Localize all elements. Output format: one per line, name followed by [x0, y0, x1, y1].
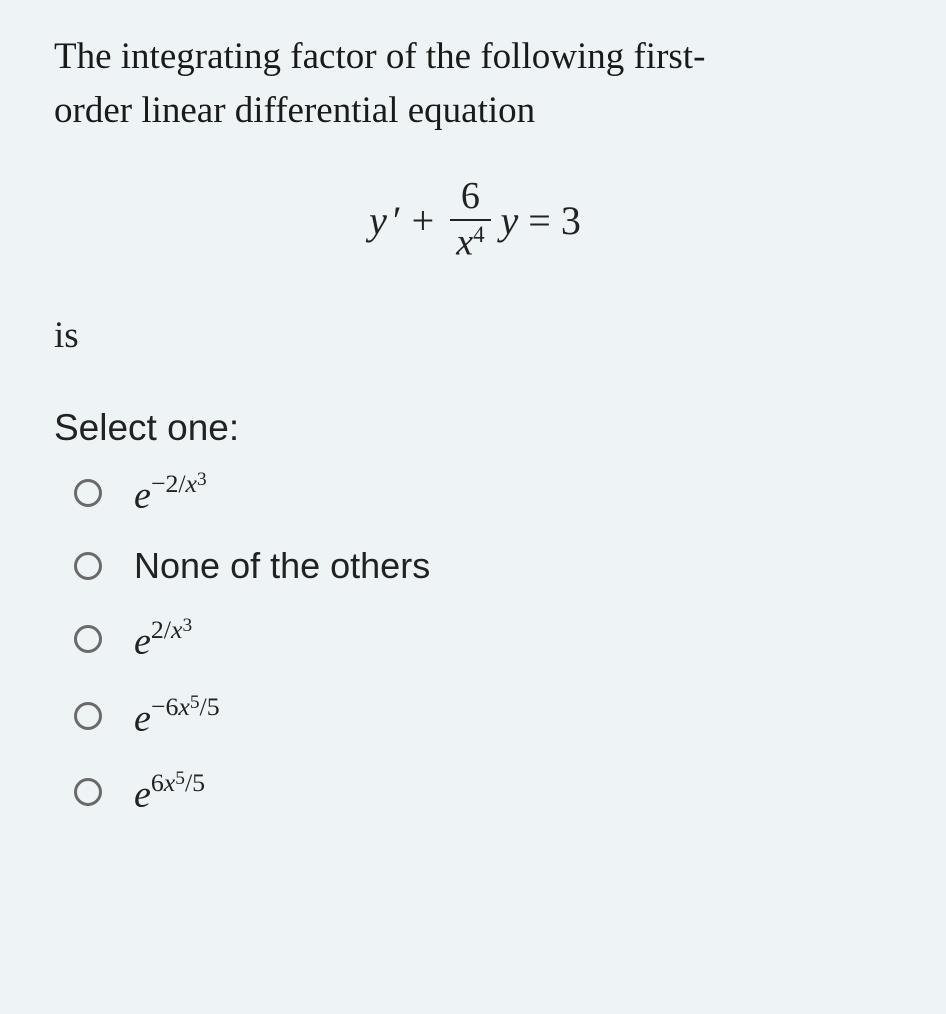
- radio-2[interactable]: [74, 552, 102, 580]
- option-5[interactable]: e6x5/5: [74, 768, 906, 817]
- stem-line-2: order linear differential equation: [54, 90, 535, 131]
- eq-frac-num: 6: [455, 177, 486, 219]
- eq-frac-den: x4: [450, 221, 490, 263]
- option-5-label: e6x5/5: [134, 768, 205, 817]
- option-1-label: e−2/x3: [134, 469, 207, 518]
- option-2-label: None of the others: [134, 545, 430, 587]
- option-4[interactable]: e−6x5/5: [74, 692, 906, 741]
- eq-fraction: 6 x4: [450, 177, 490, 263]
- radio-3[interactable]: [74, 625, 102, 653]
- radio-4[interactable]: [74, 702, 102, 730]
- is-text: is: [54, 314, 906, 357]
- eq-equals: =: [528, 197, 551, 244]
- eq-y: y: [369, 197, 387, 244]
- option-2[interactable]: None of the others: [74, 545, 906, 587]
- eq-plus: +: [412, 197, 435, 244]
- eq-y2: y: [501, 197, 519, 244]
- question-stem: The integrating factor of the following …: [54, 30, 906, 137]
- question-page: The integrating factor of the following …: [0, 0, 946, 1014]
- stem-line-1: The integrating factor of the following …: [54, 36, 705, 77]
- select-one-label: Select one:: [54, 407, 906, 449]
- option-3[interactable]: e2/x3: [74, 615, 906, 664]
- equation: y′ + 6 x4 y = 3: [54, 177, 906, 263]
- option-3-label: e2/x3: [134, 615, 192, 664]
- eq-prime: ′: [393, 197, 402, 244]
- option-1[interactable]: e−2/x3: [74, 469, 906, 518]
- radio-1[interactable]: [74, 479, 102, 507]
- eq-rhs: 3: [561, 197, 581, 244]
- option-4-label: e−6x5/5: [134, 692, 220, 741]
- options-list: e−2/x3 None of the others e2/x3 e−6x5/5 …: [54, 469, 906, 817]
- radio-5[interactable]: [74, 778, 102, 806]
